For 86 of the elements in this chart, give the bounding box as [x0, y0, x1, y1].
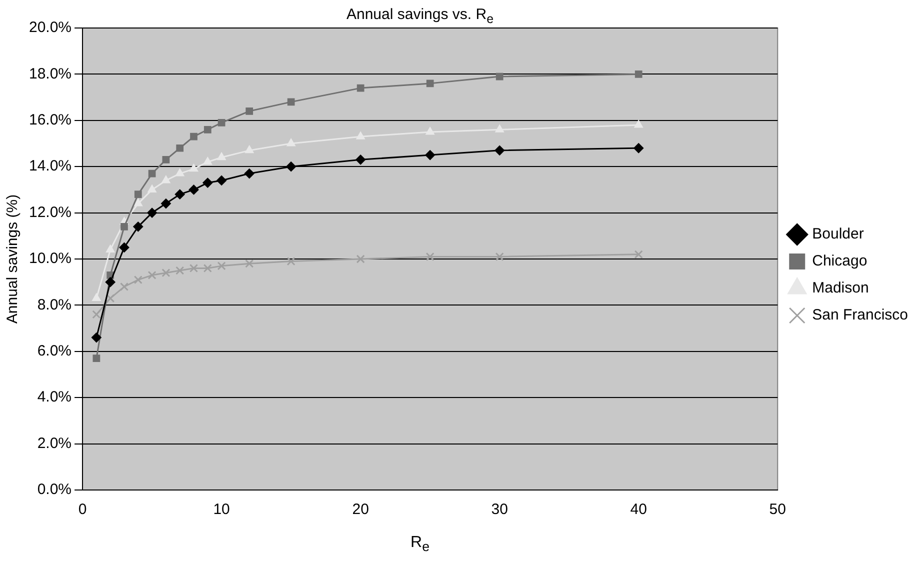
point	[356, 254, 365, 264]
point	[426, 80, 434, 88]
x-tick-label: 20	[352, 501, 369, 518]
point	[92, 293, 101, 302]
point	[496, 72, 504, 80]
point	[634, 120, 644, 128]
point	[286, 138, 296, 146]
point	[634, 143, 644, 154]
point	[133, 222, 144, 232]
point	[244, 145, 254, 154]
legend-label: Madison	[812, 280, 869, 297]
point	[148, 184, 156, 192]
point	[356, 132, 365, 140]
point	[134, 198, 143, 206]
y-tick-label: 16.0%	[28, 112, 72, 129]
y-tick-label: 18.0%	[28, 65, 72, 82]
point	[120, 222, 128, 230]
point	[160, 198, 171, 209]
point	[148, 270, 156, 280]
point	[495, 124, 504, 132]
point	[203, 156, 212, 165]
y-tick-label: 8.0%	[37, 296, 72, 314]
y-axis-title: Annual savings (%)	[4, 194, 22, 324]
point	[218, 119, 226, 126]
point	[106, 294, 115, 303]
point	[494, 145, 505, 156]
legend-label: San Francisco	[812, 306, 908, 324]
x-tick-label: 50	[769, 501, 786, 518]
chart-title: Annual savings vs. R$_{e}$	[345, 6, 495, 26]
point	[134, 190, 142, 198]
x-tick-label: 10	[213, 501, 230, 518]
point	[188, 184, 199, 195]
legend-label: Boulder	[812, 226, 864, 243]
point	[176, 144, 184, 152]
point	[176, 266, 184, 275]
point	[91, 332, 102, 343]
point	[495, 252, 504, 261]
legend-label: Chicago	[812, 252, 868, 270]
x-tick-label: 30	[491, 501, 508, 518]
point	[92, 354, 100, 362]
x-tick-label: 0	[78, 501, 87, 518]
point	[426, 126, 434, 135]
y-tick-label: 14.0%	[28, 158, 72, 175]
point	[134, 276, 142, 284]
point	[286, 162, 296, 172]
point	[356, 84, 364, 92]
point	[216, 175, 227, 186]
point	[162, 156, 170, 164]
point	[634, 250, 643, 259]
point	[217, 262, 226, 270]
point	[356, 154, 366, 165]
point	[426, 252, 434, 261]
point	[246, 107, 254, 115]
point	[189, 164, 198, 172]
y-tick-label: 2.0%	[37, 434, 72, 452]
point	[245, 259, 254, 268]
point	[147, 208, 158, 218]
y-tick-label: 6.0%	[37, 342, 72, 360]
point	[634, 70, 642, 78]
y-tick-label: 20.0%	[28, 19, 72, 36]
point	[204, 126, 212, 134]
y-tick-label: 4.0%	[37, 388, 72, 406]
point	[105, 277, 116, 288]
x-tick-label: 40	[630, 501, 647, 518]
point	[244, 168, 254, 179]
y-tick-label: 12.0%	[28, 204, 72, 221]
point	[148, 170, 156, 178]
point	[175, 168, 184, 176]
point	[106, 244, 115, 253]
x-axis-title: R$_{e}$	[410, 534, 430, 554]
point	[120, 282, 129, 292]
point	[217, 152, 226, 160]
point	[174, 189, 185, 200]
point	[92, 310, 101, 319]
point	[286, 257, 296, 266]
y-tick-label: 0.0%	[37, 481, 72, 498]
point	[202, 178, 213, 188]
point	[425, 150, 436, 160]
point	[190, 132, 198, 140]
point	[162, 175, 170, 184]
point	[287, 98, 295, 106]
point	[189, 264, 198, 273]
point	[162, 268, 170, 278]
y-tick-label: 10.0%	[28, 250, 72, 268]
point	[119, 242, 130, 252]
point	[203, 264, 212, 273]
